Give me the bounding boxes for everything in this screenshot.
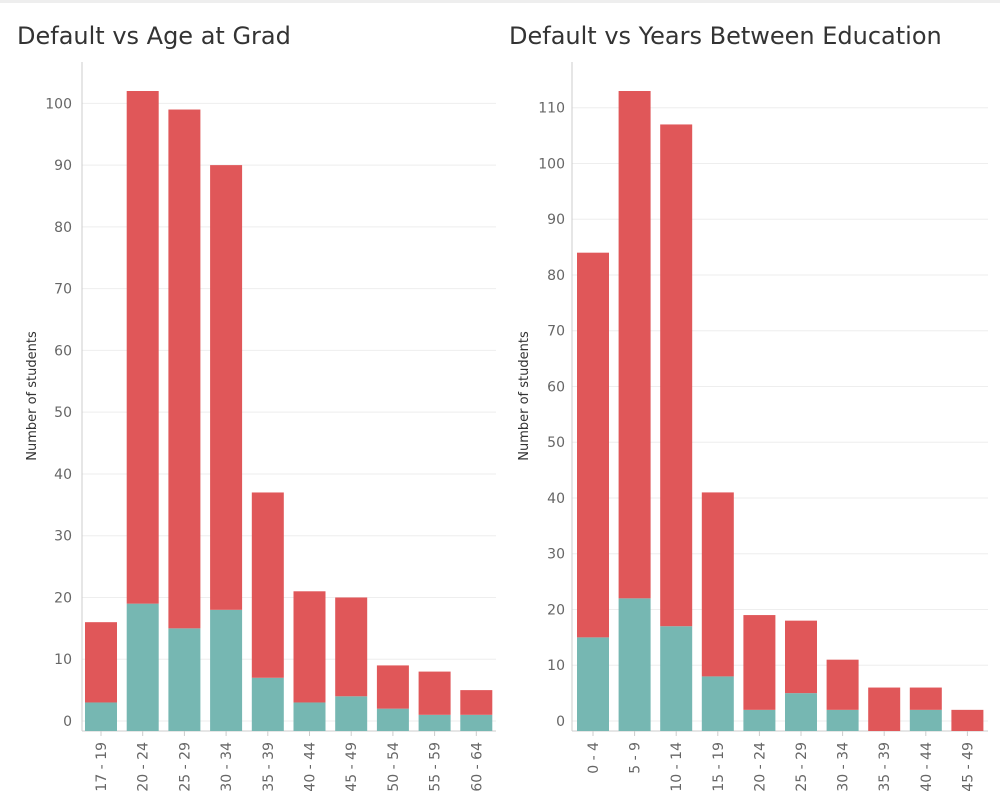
bar-years-teal-2 [660, 626, 693, 731]
y-tick-label-years-110: 110 [538, 101, 565, 117]
y-tick-label-years-0: 0 [556, 714, 565, 730]
y-tick-label-years-20: 20 [547, 602, 565, 618]
y-tick-label-years-40: 40 [547, 491, 565, 507]
y-tick-label-years-50: 50 [547, 435, 565, 451]
x-tick-label-years-7: 35 - 39 [877, 742, 893, 792]
y-tick-label-age-50: 50 [54, 405, 72, 421]
bar-years-teal-4 [743, 709, 776, 731]
bar-age-red-6 [335, 597, 368, 697]
y-tick-label-age-60: 60 [54, 343, 72, 359]
x-tick-label-years-2: 10 - 14 [669, 742, 685, 792]
bar-years-teal-5 [785, 693, 817, 731]
bar-age-teal-0 [85, 702, 117, 731]
x-tick-label-age-1: 20 - 24 [136, 742, 152, 792]
bar-years-teal-6 [826, 709, 859, 731]
x-tick-label-years-1: 5 - 9 [628, 742, 644, 774]
bar-age-red-4 [251, 492, 284, 678]
y-tick-label-years-100: 100 [538, 156, 565, 172]
bar-age-teal-8 [418, 714, 451, 731]
x-tick-label-years-6: 30 - 34 [836, 742, 852, 792]
y-axis-title-years: Number of students [517, 331, 532, 461]
y-tick-label-age-90: 90 [54, 158, 72, 174]
y-tick-label-years-30: 30 [547, 547, 565, 563]
bar-years-red-9 [951, 709, 984, 731]
bar-years-red-4 [743, 615, 776, 710]
y-tick-label-years-10: 10 [547, 658, 565, 674]
bar-age-teal-2 [168, 628, 201, 731]
bar-years-red-1 [618, 91, 651, 599]
x-tick-label-age-4: 35 - 39 [261, 742, 277, 792]
y-tick-label-age-40: 40 [54, 467, 72, 483]
y-tick-label-age-30: 30 [54, 529, 72, 545]
x-tick-label-years-5: 25 - 29 [794, 742, 810, 792]
x-tick-label-years-4: 20 - 24 [752, 742, 768, 792]
x-tick-label-age-5: 40 - 44 [303, 742, 319, 792]
y-tick-label-age-70: 70 [54, 282, 72, 298]
x-tick-label-years-3: 15 - 19 [711, 742, 727, 792]
bar-age-teal-5 [293, 702, 326, 731]
y-tick-label-age-10: 10 [54, 652, 72, 668]
bar-age-red-1 [126, 91, 159, 604]
y-tick-label-age-80: 80 [54, 220, 72, 236]
bar-years-red-2 [660, 124, 693, 627]
bar-age-red-7 [376, 665, 409, 709]
bar-age-teal-3 [210, 609, 243, 731]
bar-age-teal-6 [335, 696, 368, 731]
bar-age-red-0 [85, 622, 117, 703]
bar-age-teal-9 [460, 714, 493, 731]
top-rule [0, 0, 1000, 3]
x-tick-label-age-7: 50 - 54 [386, 742, 402, 792]
bar-age-teal-1 [126, 603, 159, 731]
bar-years-red-3 [701, 492, 734, 677]
x-tick-label-age-2: 25 - 29 [177, 742, 193, 792]
bar-years-teal-1 [618, 598, 651, 731]
bar-years-red-7 [868, 687, 901, 731]
y-tick-label-age-100: 100 [45, 96, 72, 112]
bar-age-red-5 [293, 591, 326, 703]
y-tick-label-years-60: 60 [547, 379, 565, 395]
bar-age-red-3 [210, 165, 243, 610]
x-tick-label-years-9: 45 - 49 [960, 742, 976, 792]
x-tick-label-age-3: 30 - 34 [219, 742, 235, 792]
y-tick-label-years-80: 80 [547, 268, 565, 284]
bar-years-red-5 [785, 620, 817, 694]
bar-age-red-8 [418, 671, 451, 715]
x-tick-label-age-0: 17 - 19 [94, 742, 110, 792]
bar-age-teal-4 [251, 677, 284, 731]
bar-years-teal-0 [577, 637, 609, 731]
chart-title-age: Default vs Age at Grad [17, 22, 291, 50]
bar-years-teal-3 [701, 676, 734, 731]
bar-age-red-9 [460, 690, 493, 715]
x-tick-label-years-0: 0 - 4 [586, 742, 602, 774]
x-tick-label-age-9: 60 - 64 [469, 742, 485, 792]
bar-years-teal-8 [909, 709, 942, 731]
x-tick-label-age-6: 45 - 49 [344, 742, 360, 792]
chart-title-years: Default vs Years Between Education [509, 22, 942, 50]
y-tick-label-age-0: 0 [63, 714, 72, 730]
bar-age-teal-7 [376, 708, 409, 731]
bar-years-red-8 [909, 687, 942, 710]
bar-years-red-0 [577, 252, 609, 638]
x-tick-label-age-8: 55 - 59 [428, 742, 444, 792]
y-tick-label-years-70: 70 [547, 324, 565, 340]
bar-age-red-2 [168, 109, 201, 629]
y-tick-label-years-90: 90 [547, 212, 565, 228]
bar-years-red-6 [826, 659, 859, 710]
y-axis-title-age: Number of students [25, 331, 40, 461]
y-tick-label-age-20: 20 [54, 590, 72, 606]
x-tick-label-years-8: 40 - 44 [919, 742, 935, 792]
